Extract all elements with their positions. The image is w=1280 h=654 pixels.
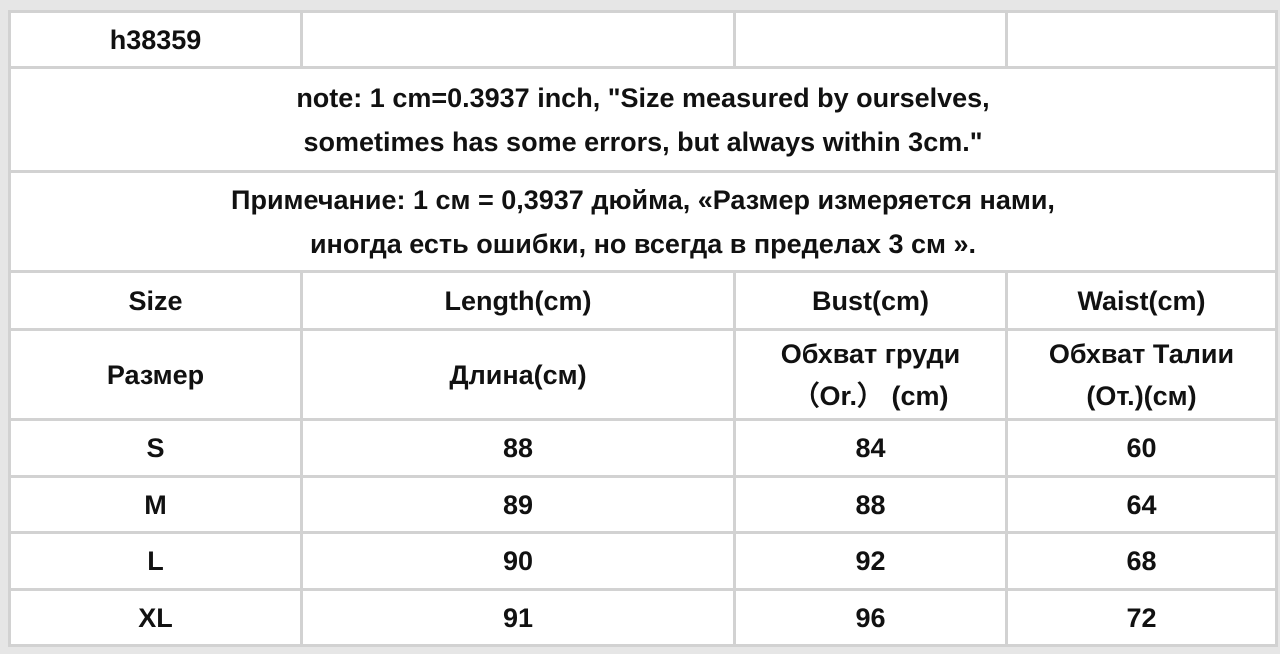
header-line: （Or.） (cm) <box>792 380 949 411</box>
table-row: M 89 88 64 <box>8 475 1278 534</box>
table-row: XL 91 96 72 <box>8 588 1278 647</box>
note-russian: Примечание: 1 см = 0,3937 дюйма, «Размер… <box>8 170 1278 273</box>
header-waist: Waist(cm) <box>1005 270 1278 331</box>
header-line: Обхват груди <box>780 338 961 369</box>
length-cell: 90 <box>300 531 736 591</box>
header-bust: Bust(cm) <box>733 270 1008 331</box>
bust-cell: 84 <box>733 418 1008 478</box>
waist-cell: 68 <box>1005 531 1278 591</box>
size-cell: L <box>8 531 303 591</box>
length-cell: 88 <box>300 418 736 478</box>
length-cell: 91 <box>300 588 736 647</box>
header-waist-ru: Обхват Талии (От.)(см) <box>1005 328 1278 421</box>
product-code: h38359 <box>8 10 303 69</box>
empty-cell <box>300 10 736 69</box>
waist-cell: 60 <box>1005 418 1278 478</box>
header-line: (От.)(см) <box>1086 380 1197 411</box>
note-line: иногда есть ошибки, но всегда в пределах… <box>309 228 977 259</box>
length-cell: 89 <box>300 475 736 534</box>
header-line: Обхват Талии <box>1048 338 1235 369</box>
header-length: Length(cm) <box>300 270 736 331</box>
bust-cell: 92 <box>733 531 1008 591</box>
note-english: note: 1 cm=0.3937 inch, "Size measured b… <box>8 66 1278 173</box>
note-line: Примечание: 1 см = 0,3937 дюйма, «Размер… <box>231 184 1055 215</box>
waist-cell: 64 <box>1005 475 1278 534</box>
empty-cell <box>1005 10 1278 69</box>
waist-cell: 72 <box>1005 588 1278 647</box>
size-cell: S <box>8 418 303 478</box>
bust-cell: 88 <box>733 475 1008 534</box>
table-row: L 90 92 68 <box>8 531 1278 591</box>
note-line: note: 1 cm=0.3937 inch, "Size measured b… <box>296 82 990 113</box>
header-bust-ru: Обхват груди （Or.） (cm) <box>733 328 1008 421</box>
header-size: Size <box>8 270 303 331</box>
header-size-ru: Размер <box>8 328 303 421</box>
note-en-row: note: 1 cm=0.3937 inch, "Size measured b… <box>8 66 1278 173</box>
size-cell: M <box>8 475 303 534</box>
note-ru-row: Примечание: 1 см = 0,3937 дюйма, «Размер… <box>8 170 1278 273</box>
header-row-en: Size Length(cm) Bust(cm) Waist(cm) <box>8 270 1278 331</box>
code-row: h38359 <box>8 10 1278 69</box>
size-chart-table: h38359 note: 1 cm=0.3937 inch, "Size mea… <box>8 10 1278 647</box>
header-line: Размер <box>106 359 205 390</box>
header-line: Длина(см) <box>449 359 587 390</box>
header-row-ru: Размер Длина(см) Обхват груди （Or.） (cm) … <box>8 328 1278 421</box>
header-length-ru: Длина(см) <box>300 328 736 421</box>
empty-cell <box>733 10 1008 69</box>
table-row: S 88 84 60 <box>8 418 1278 478</box>
size-cell: XL <box>8 588 303 647</box>
bust-cell: 96 <box>733 588 1008 647</box>
note-line: sometimes has some errors, but always wi… <box>303 126 983 157</box>
